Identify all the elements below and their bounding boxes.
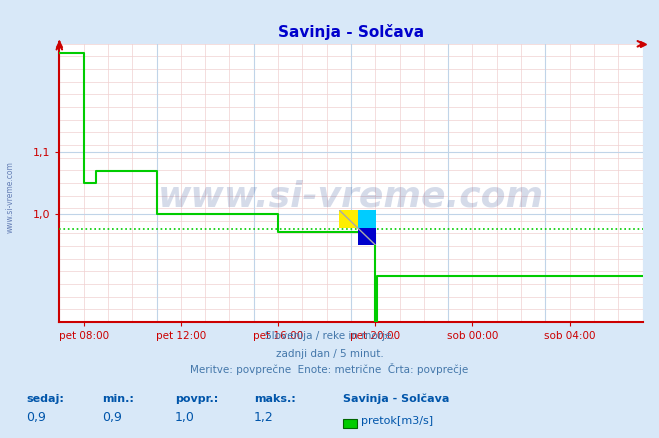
Text: min.:: min.: xyxy=(102,394,134,404)
Text: pretok[m3/s]: pretok[m3/s] xyxy=(361,416,433,426)
Bar xyxy=(358,228,376,245)
Text: sedaj:: sedaj: xyxy=(26,394,64,404)
Text: Slovenija / reke in morje.: Slovenija / reke in morje. xyxy=(264,332,395,342)
Text: 1,2: 1,2 xyxy=(254,411,273,424)
Text: www.si-vreme.com: www.si-vreme.com xyxy=(158,180,544,214)
Text: 0,9: 0,9 xyxy=(102,411,122,424)
Text: maks.:: maks.: xyxy=(254,394,295,404)
Bar xyxy=(339,210,358,228)
Text: povpr.:: povpr.: xyxy=(175,394,218,404)
Text: zadnji dan / 5 minut.: zadnji dan / 5 minut. xyxy=(275,349,384,359)
Text: Savinja - Solčava: Savinja - Solčava xyxy=(343,394,449,404)
Text: 0,9: 0,9 xyxy=(26,411,46,424)
Text: 1,0: 1,0 xyxy=(175,411,194,424)
Text: Meritve: povprečne  Enote: metrične  Črta: povprečje: Meritve: povprečne Enote: metrične Črta:… xyxy=(190,363,469,375)
Bar xyxy=(358,210,376,228)
Title: Savinja - Solčava: Savinja - Solčava xyxy=(278,24,424,40)
Text: www.si-vreme.com: www.si-vreme.com xyxy=(5,161,14,233)
